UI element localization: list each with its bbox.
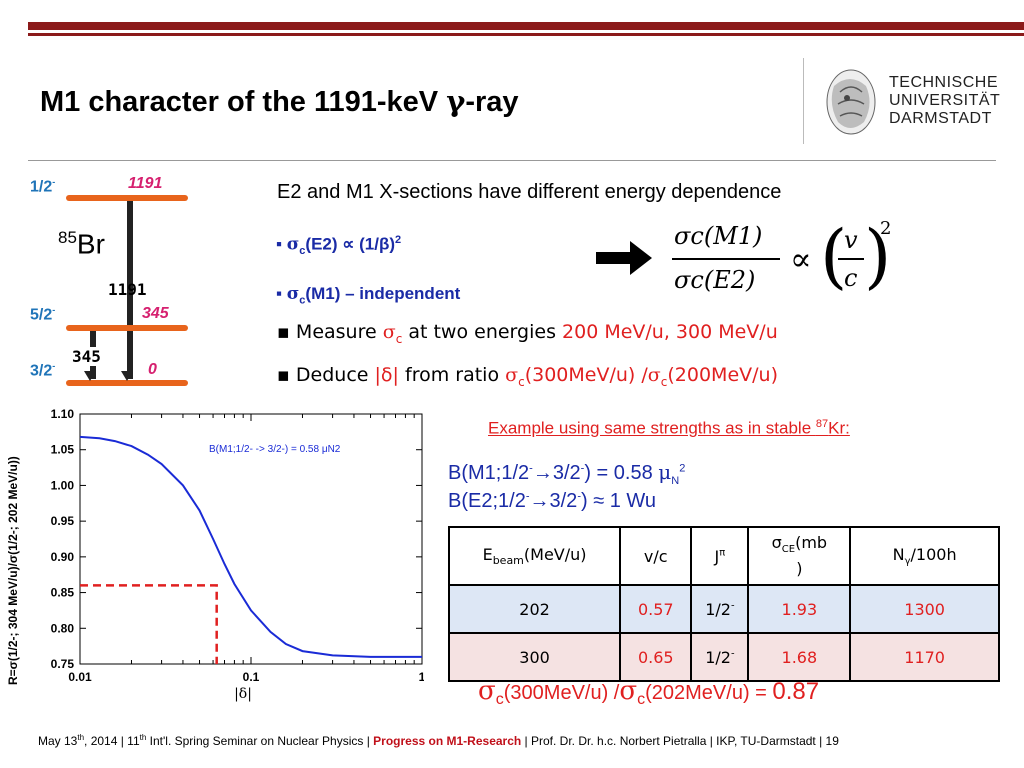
level-energy-0: 0 (148, 361, 157, 378)
col-n-header: Nγ/100h (849, 526, 1000, 586)
col-vc-header: v/c (619, 526, 693, 586)
y-tick-label: 0.85 (51, 586, 75, 600)
level-energy-345: 345 (142, 305, 169, 322)
bullet-sigma-e2: ▪ σc(E2) ∝ (1/β)2 (276, 234, 402, 258)
chart-annotation: B(M1;1/2- -> 3/2-) = 0.58 μN2 (209, 444, 341, 455)
logo-divider (803, 58, 804, 144)
table-row: 202 0.57 1/2- 1.93 1300 (447, 584, 1000, 634)
proportional-symbol: ∝ (790, 240, 812, 278)
level-line-1191 (66, 195, 188, 201)
ratio-curve (79, 435, 422, 658)
formula-numerator: σc(M1) (674, 222, 763, 250)
header-bar-thin (28, 33, 1024, 36)
chart-xlabel: |δ| (234, 686, 252, 702)
example-b-m1: B(M1;1/2-→3/2-) = 0.58 μN2 (448, 460, 686, 487)
header-bar (28, 22, 1024, 30)
lead-text: E2 and M1 X-sections have different ener… (277, 181, 782, 203)
cell-j: 1/2- (690, 584, 750, 634)
transition-label-1191: 1191 (108, 280, 147, 299)
bullet-measure: ▪ Measure σc at two energies 200 MeV/u, … (277, 321, 778, 346)
implies-arrow-icon (596, 241, 652, 275)
col-sigma-header: σCE(mb ) (747, 526, 852, 586)
y-tick-label: 0.95 (51, 514, 75, 528)
example-b-e2: B(E2;1/2-→3/2-) ≈ 1 Wu (448, 490, 657, 512)
cell-sigma: 1.93 (747, 584, 852, 634)
cell-vc: 0.65 (619, 632, 693, 682)
formula-c: c (844, 264, 858, 292)
nucleus-label: 85Br (58, 228, 105, 260)
bullet-sigma-m1: ▪ σc(M1) – independent (276, 284, 461, 307)
x-tick-label: 0.01 (68, 670, 92, 684)
cell-vc: 0.57 (619, 584, 693, 634)
y-tick-label: 0.90 (51, 550, 75, 564)
paren-left: ( (820, 215, 848, 297)
formula-denominator: σc(E2) (674, 266, 756, 294)
table-row: 300 0.65 1/2- 1.68 1170 (447, 632, 1000, 682)
level-scheme: 1/2- 1191 85Br 1191 5/2- 345 345 3/2- 0 (26, 175, 226, 390)
result-ratio: σc(300MeV/u) /σc(202MeV/u) = 0.87 (478, 676, 820, 708)
transition-arrow-1191 (127, 201, 133, 379)
level-energy-1191: 1191 (128, 175, 163, 192)
cell-ebeam: 202 (447, 584, 622, 634)
cell-ebeam: 300 (447, 632, 622, 682)
col-j-header: Jπ (690, 526, 750, 586)
university-seal-icon (826, 69, 876, 135)
arrowheads-icon (84, 371, 133, 381)
level-line-345 (66, 325, 188, 331)
formula-vc-bar (838, 258, 864, 260)
level-line-0 (66, 380, 188, 386)
y-tick-label: 0.75 (51, 657, 75, 671)
level-spin-345: 5/2- (30, 305, 56, 324)
table-header-row: Ebeam(MeV/u) v/c Jπ σCE(mb ) Nγ/100h (447, 526, 1000, 586)
slide-title: M1 character of the 1191-keV γ-ray (40, 84, 519, 118)
col-ebeam-header: Ebeam(MeV/u) (447, 526, 622, 586)
chart-plot-area: 1.10 1.05 1.00 0.95 0.90 0.85 0.80 0.750.01 0.1 1… (51, 407, 424, 702)
x-tick-label: 0.1 (243, 670, 260, 684)
level-spin-0: 3/2- (30, 361, 56, 380)
formula-v: v (844, 226, 858, 254)
cell-n: 1170 (849, 632, 1000, 682)
cell-j: 1/2- (690, 632, 750, 682)
y-tick-label: 0.80 (51, 621, 75, 635)
footer: May 13th, 2014 | 11th Int'l. Spring Semi… (38, 733, 839, 748)
y-tick-label: 1.00 (51, 478, 75, 492)
formula-fraction-bar (672, 258, 780, 260)
y-tick-label: 1.05 (51, 443, 75, 457)
y-tick-label: 1.10 (51, 407, 75, 421)
paren-right: ) (864, 215, 892, 297)
level-spin-1191: 1/2- (30, 177, 56, 196)
cell-sigma: 1.68 (747, 632, 852, 682)
ratio-chart: R=σ(1/2-; 304 MeV/u)/σ(1/2-; 202 MeV/u))… (4, 400, 424, 715)
highlight-dashed-line (80, 584, 218, 664)
results-table: Ebeam(MeV/u) v/c Jπ σCE(mb ) Nγ/100h 202… (447, 526, 1000, 682)
transition-label-345: 345 (72, 347, 101, 366)
university-logo-text: TECHNISCHE UNIVERSITÄT DARMSTADT (889, 74, 1001, 127)
bullet-deduce: ▪ Deduce |δ| from ratio σc(300MeV/u) /σc… (277, 364, 778, 389)
cell-n: 1300 (849, 584, 1000, 634)
example-heading: Example using same strengths as in stabl… (488, 418, 850, 438)
x-tick-label: 1 (419, 670, 424, 684)
proportionality-formula: σc(M1) σc(E2) ∝ ( v c ) 2 (668, 216, 908, 302)
formula-exponent: 2 (880, 218, 892, 239)
header-divider (28, 160, 996, 161)
